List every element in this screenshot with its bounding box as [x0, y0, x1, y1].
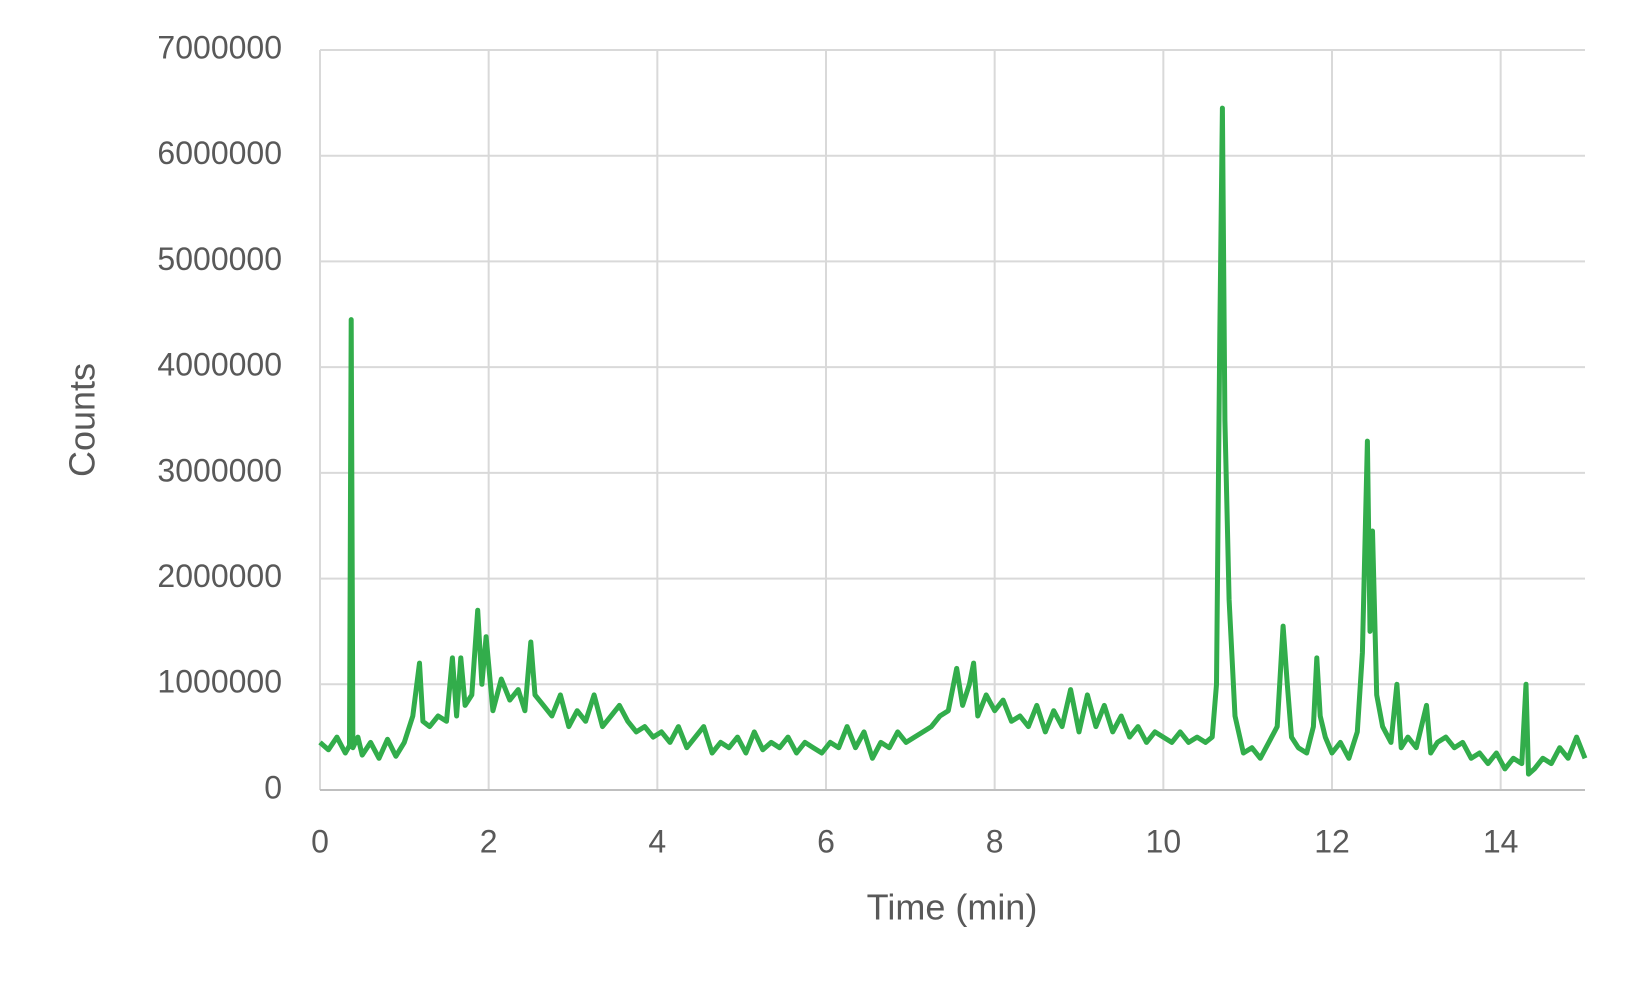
y-tick-label: 7000000 [157, 29, 282, 65]
y-tick-label: 1000000 [157, 664, 282, 700]
x-tick-label: 4 [648, 823, 666, 859]
x-tick-label: 10 [1146, 823, 1182, 859]
x-tick-label: 6 [817, 823, 835, 859]
x-tick-label: 8 [986, 823, 1004, 859]
y-tick-label: 6000000 [157, 135, 282, 171]
data-line [318, 105, 1588, 777]
y-tick-label: 5000000 [157, 241, 282, 277]
x-tick-label: 0 [311, 823, 329, 859]
y-tick-label: 0 [264, 769, 282, 805]
y-axis-label: Counts [62, 363, 103, 477]
x-tick-label: 12 [1314, 823, 1350, 859]
x-axis-label: Time (min) [867, 887, 1038, 928]
y-tick-label: 2000000 [157, 558, 282, 594]
y-tick-label: 4000000 [157, 347, 282, 383]
y-tick-label: 3000000 [157, 452, 282, 488]
x-tick-label: 2 [480, 823, 498, 859]
x-tick-label: 14 [1483, 823, 1519, 859]
